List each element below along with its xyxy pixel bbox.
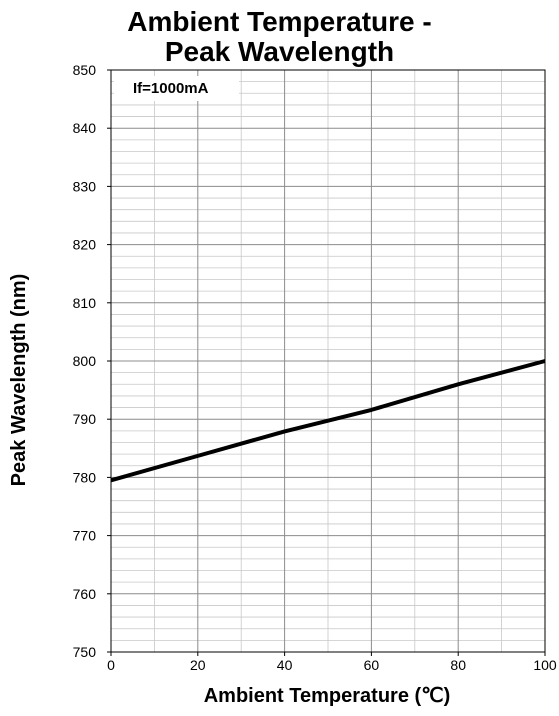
- x-tick-label: 60: [364, 657, 380, 673]
- y-tick-label: 810: [73, 295, 97, 311]
- x-axis-label: Ambient Temperature (℃): [204, 685, 451, 707]
- y-tick-label: 790: [73, 411, 97, 427]
- chart-title-line-1: Ambient Temperature -: [127, 6, 432, 37]
- y-axis-label: Peak Wavelength (nm): [8, 274, 30, 487]
- y-tick-label: 760: [73, 586, 97, 602]
- x-tick-labels: 0 20 40 60 80 100: [107, 652, 557, 673]
- y-tick-label: 820: [73, 237, 97, 253]
- annotation-box: If=1000mA: [114, 76, 239, 101]
- chart-title-line-2: Peak Wavelength: [164, 36, 395, 67]
- y-tick-label: 770: [73, 528, 97, 544]
- y-tick-label: 840: [73, 120, 97, 136]
- x-tick-label: 20: [190, 657, 206, 673]
- annotation-label: If=1000mA: [133, 80, 209, 97]
- x-tick-label: 40: [277, 657, 293, 673]
- y-tick-label: 830: [73, 178, 97, 194]
- y-tick-label: 800: [73, 353, 97, 369]
- y-tick-label: 850: [73, 62, 97, 78]
- series-group: [110, 359, 546, 483]
- series-line: [110, 359, 546, 483]
- y-tick-labels: 750 760 770 780 790 800 810 820 830 840 850: [73, 62, 111, 660]
- major-gridlines: [111, 70, 545, 652]
- x-tick-label: 0: [107, 657, 115, 673]
- y-tick-label: 780: [73, 469, 97, 485]
- y-tick-label: 750: [73, 644, 97, 660]
- x-tick-label: 100: [533, 657, 557, 673]
- x-tick-label: 80: [450, 657, 466, 673]
- minor-gridlines: [111, 70, 545, 652]
